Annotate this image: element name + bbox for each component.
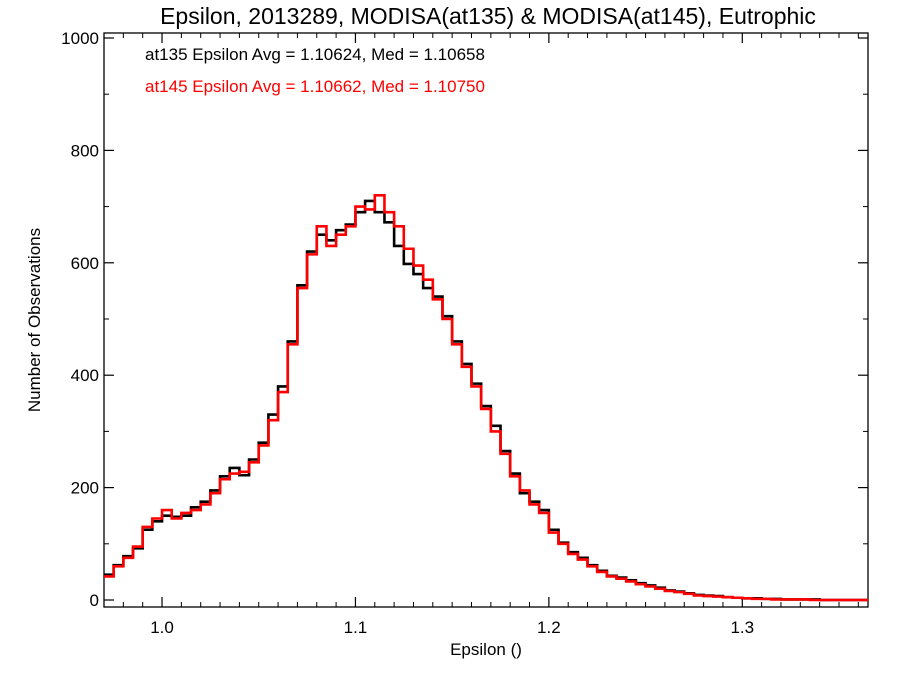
y-tick-label: 400 [71,366,99,385]
x-tick-label: 1.0 [150,618,174,637]
x-tick-label: 1.2 [537,618,561,637]
series-line-0 [104,199,868,602]
y-tick-label: 0 [90,591,99,610]
y-tick-label: 200 [71,479,99,498]
series-layer [104,194,868,602]
chart-title: Epsilon, 2013289, MODISA(at135) & MODISA… [160,3,816,29]
y-tick-label: 1000 [61,29,99,48]
plot-frame [103,32,869,608]
y-tick-label: 600 [71,254,99,273]
y-axis-label: Number of Observations [25,228,44,412]
y-tick-label: 800 [71,141,99,160]
x-axis-label: Epsilon () [450,640,522,659]
x-tick-label: 1.3 [730,618,754,637]
series-stats-at145: at145 Epsilon Avg = 1.10662, Med = 1.107… [145,77,485,96]
series-stats-at135: at135 Epsilon Avg = 1.10624, Med = 1.106… [145,45,485,64]
x-tick-label: 1.1 [344,618,368,637]
axis-ticks [103,33,868,607]
axis-tick-labels: 1.0 1.1 1.2 1.3 0 200 400 600 800 1000 [61,29,754,637]
series-line-1 [104,194,868,602]
